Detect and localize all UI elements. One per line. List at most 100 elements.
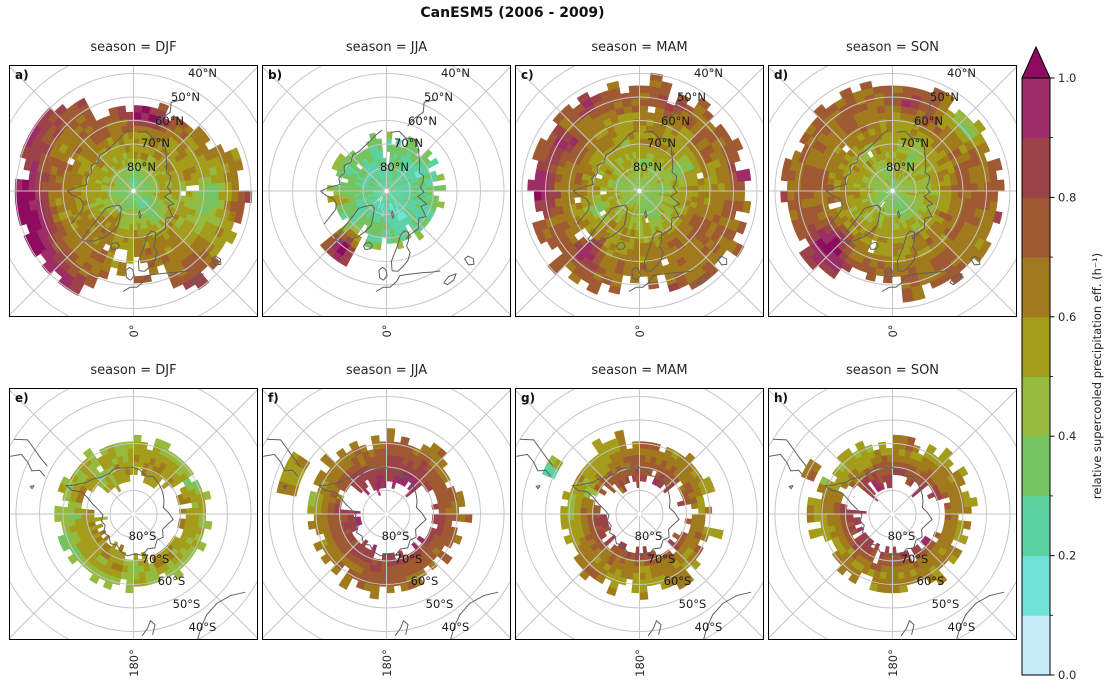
panel-title-a: season = DJF (90, 40, 177, 55)
lat-label-d-60N: 60°N (914, 114, 943, 128)
lat-label-g-50S: 50°S (678, 597, 707, 611)
meridian-label-a: 0° (126, 324, 141, 338)
colorbar-label: relative supercooled precipitation eff. … (1090, 252, 1104, 500)
panel-letter-b: b) (268, 68, 283, 82)
panel-letter-a: a) (15, 68, 29, 82)
colorbar-extend-arrow (1021, 45, 1051, 79)
panel-letter-g: g) (521, 391, 536, 405)
map-canvas-g (516, 389, 763, 639)
lat-label-b-70N: 70°N (394, 136, 423, 150)
lat-label-e-60S: 60°S (157, 574, 186, 588)
lat-label-a-40N: 40°N (188, 66, 217, 80)
lat-label-g-60S: 60°S (663, 574, 692, 588)
colorbar-tick-label: 0.6 (1058, 310, 1076, 324)
colorbar-segment-7 (1022, 197, 1050, 258)
colorbar-segment-2 (1022, 495, 1050, 557)
meridian-label-d: 0° (885, 324, 900, 338)
colorbar-tick-label: 1.0 (1058, 71, 1076, 85)
panel-title-g: season = MAM (591, 363, 688, 378)
lat-label-g-40S: 40°S (694, 620, 723, 634)
lat-label-b-80N: 80°N (380, 160, 409, 174)
lat-label-f-40S: 40°S (441, 620, 470, 634)
panel-letter-c: c) (521, 68, 534, 82)
lat-label-a-50N: 50°N (171, 90, 200, 104)
meridian-label-c: 0° (632, 324, 647, 338)
lat-label-c-60N: 60°N (661, 114, 690, 128)
map-panel-e: e) 80°S 70°S 60°S 50°S 40°S (9, 388, 258, 640)
lat-label-b-60N: 60°N (408, 114, 437, 128)
lat-label-h-60S: 60°S (916, 574, 945, 588)
colorbar-tick-label: 0.4 (1058, 429, 1076, 443)
lat-label-f-50S: 50°S (425, 597, 454, 611)
lat-label-g-80S: 80°S (634, 529, 663, 543)
panel-letter-f: f) (268, 391, 279, 405)
meridian-label-h: 180° (885, 649, 900, 677)
lat-label-d-70N: 70°N (900, 136, 929, 150)
colorbar-segment-0 (1022, 615, 1050, 676)
panel-title-f: season = JJA (345, 363, 428, 378)
lat-label-a-80N: 80°N (127, 160, 156, 174)
panel-title-d: season = SON (845, 40, 940, 55)
map-panel-g: g) 80°S 70°S 60°S 50°S 40°S (515, 388, 764, 640)
panel-letter-h: h) (774, 391, 789, 405)
lat-label-h-40S: 40°S (947, 620, 976, 634)
lat-label-e-40S: 40°S (188, 620, 217, 634)
colorbar-segment-3 (1022, 436, 1050, 497)
map-panel-d: d) 80°N 70°N 60°N 50°N 40°N (768, 65, 1017, 317)
lat-label-d-50N: 50°N (930, 90, 959, 104)
lat-label-c-50N: 50°N (677, 90, 706, 104)
lat-label-g-70S: 70°S (647, 552, 676, 566)
colorbar-segment-1 (1022, 555, 1050, 616)
lat-label-c-40N: 40°N (694, 66, 723, 80)
lat-label-b-40N: 40°N (441, 66, 470, 80)
lat-label-e-80S: 80°S (128, 529, 157, 543)
map-canvas-e (10, 389, 257, 639)
map-panel-f: f) 80°S 70°S 60°S 50°S 40°S (262, 388, 511, 640)
colorbar-segment-6 (1022, 257, 1050, 318)
lat-label-c-80N: 80°N (633, 160, 662, 174)
lat-label-f-60S: 60°S (410, 574, 439, 588)
figure-title: CanESM5 (2006 - 2009) (420, 5, 605, 21)
colorbar-tick-label: 0.2 (1058, 549, 1076, 563)
lat-label-h-70S: 70°S (900, 552, 929, 566)
lat-label-c-70N: 70°N (647, 136, 676, 150)
panel-title-h: season = SON (845, 363, 940, 378)
map-canvas-f (263, 389, 510, 639)
panel-title-b: season = JJA (345, 40, 428, 55)
lat-label-f-70S: 70°S (394, 552, 423, 566)
map-panel-a: a) 80°N 70°N 60°N 50°N 40°N (9, 65, 258, 317)
colorbar-segment-9 (1022, 78, 1050, 139)
panel-letter-e: e) (15, 391, 29, 405)
lat-label-h-50S: 50°S (931, 597, 960, 611)
panel-title-e: season = DJF (90, 363, 177, 378)
map-canvas-a (10, 66, 257, 316)
lat-label-e-70S: 70°S (141, 552, 170, 566)
lat-label-f-80S: 80°S (381, 529, 410, 543)
lat-label-a-70N: 70°N (141, 136, 170, 150)
lat-label-d-80N: 80°N (886, 160, 915, 174)
colorbar-segment-5 (1022, 316, 1050, 377)
map-canvas-c (516, 66, 763, 316)
map-canvas-b (263, 66, 510, 316)
map-canvas-h (769, 389, 1016, 639)
lat-label-a-60N: 60°N (155, 114, 184, 128)
colorbar-segment-4 (1022, 376, 1050, 437)
meridian-label-b: 0° (379, 324, 394, 338)
lat-label-d-40N: 40°N (947, 66, 976, 80)
lat-label-e-50S: 50°S (172, 597, 201, 611)
map-panel-b: b) 80°N 70°N 60°N 50°N 40°N (262, 65, 511, 317)
meridian-label-e: 180° (126, 649, 141, 677)
panel-letter-d: d) (774, 68, 789, 82)
lat-label-h-80S: 80°S (887, 529, 916, 543)
meridian-label-f: 180° (379, 649, 394, 677)
colorbar-tick-label: 0.8 (1058, 190, 1076, 204)
meridian-label-g: 180° (632, 649, 647, 677)
colorbar-segment-8 (1022, 137, 1050, 198)
colorbar: 0.0 0.2 0.4 0.6 0.8 1.0 (1021, 45, 1076, 682)
lat-label-b-50N: 50°N (424, 90, 453, 104)
panel-title-c: season = MAM (591, 40, 688, 55)
map-panel-c: c) 80°N 70°N 60°N 50°N 40°N (515, 65, 764, 317)
colorbar-tick-label: 0.0 (1058, 668, 1076, 682)
map-panel-h: h) 80°S 70°S 60°S 50°S 40°S (768, 388, 1017, 640)
